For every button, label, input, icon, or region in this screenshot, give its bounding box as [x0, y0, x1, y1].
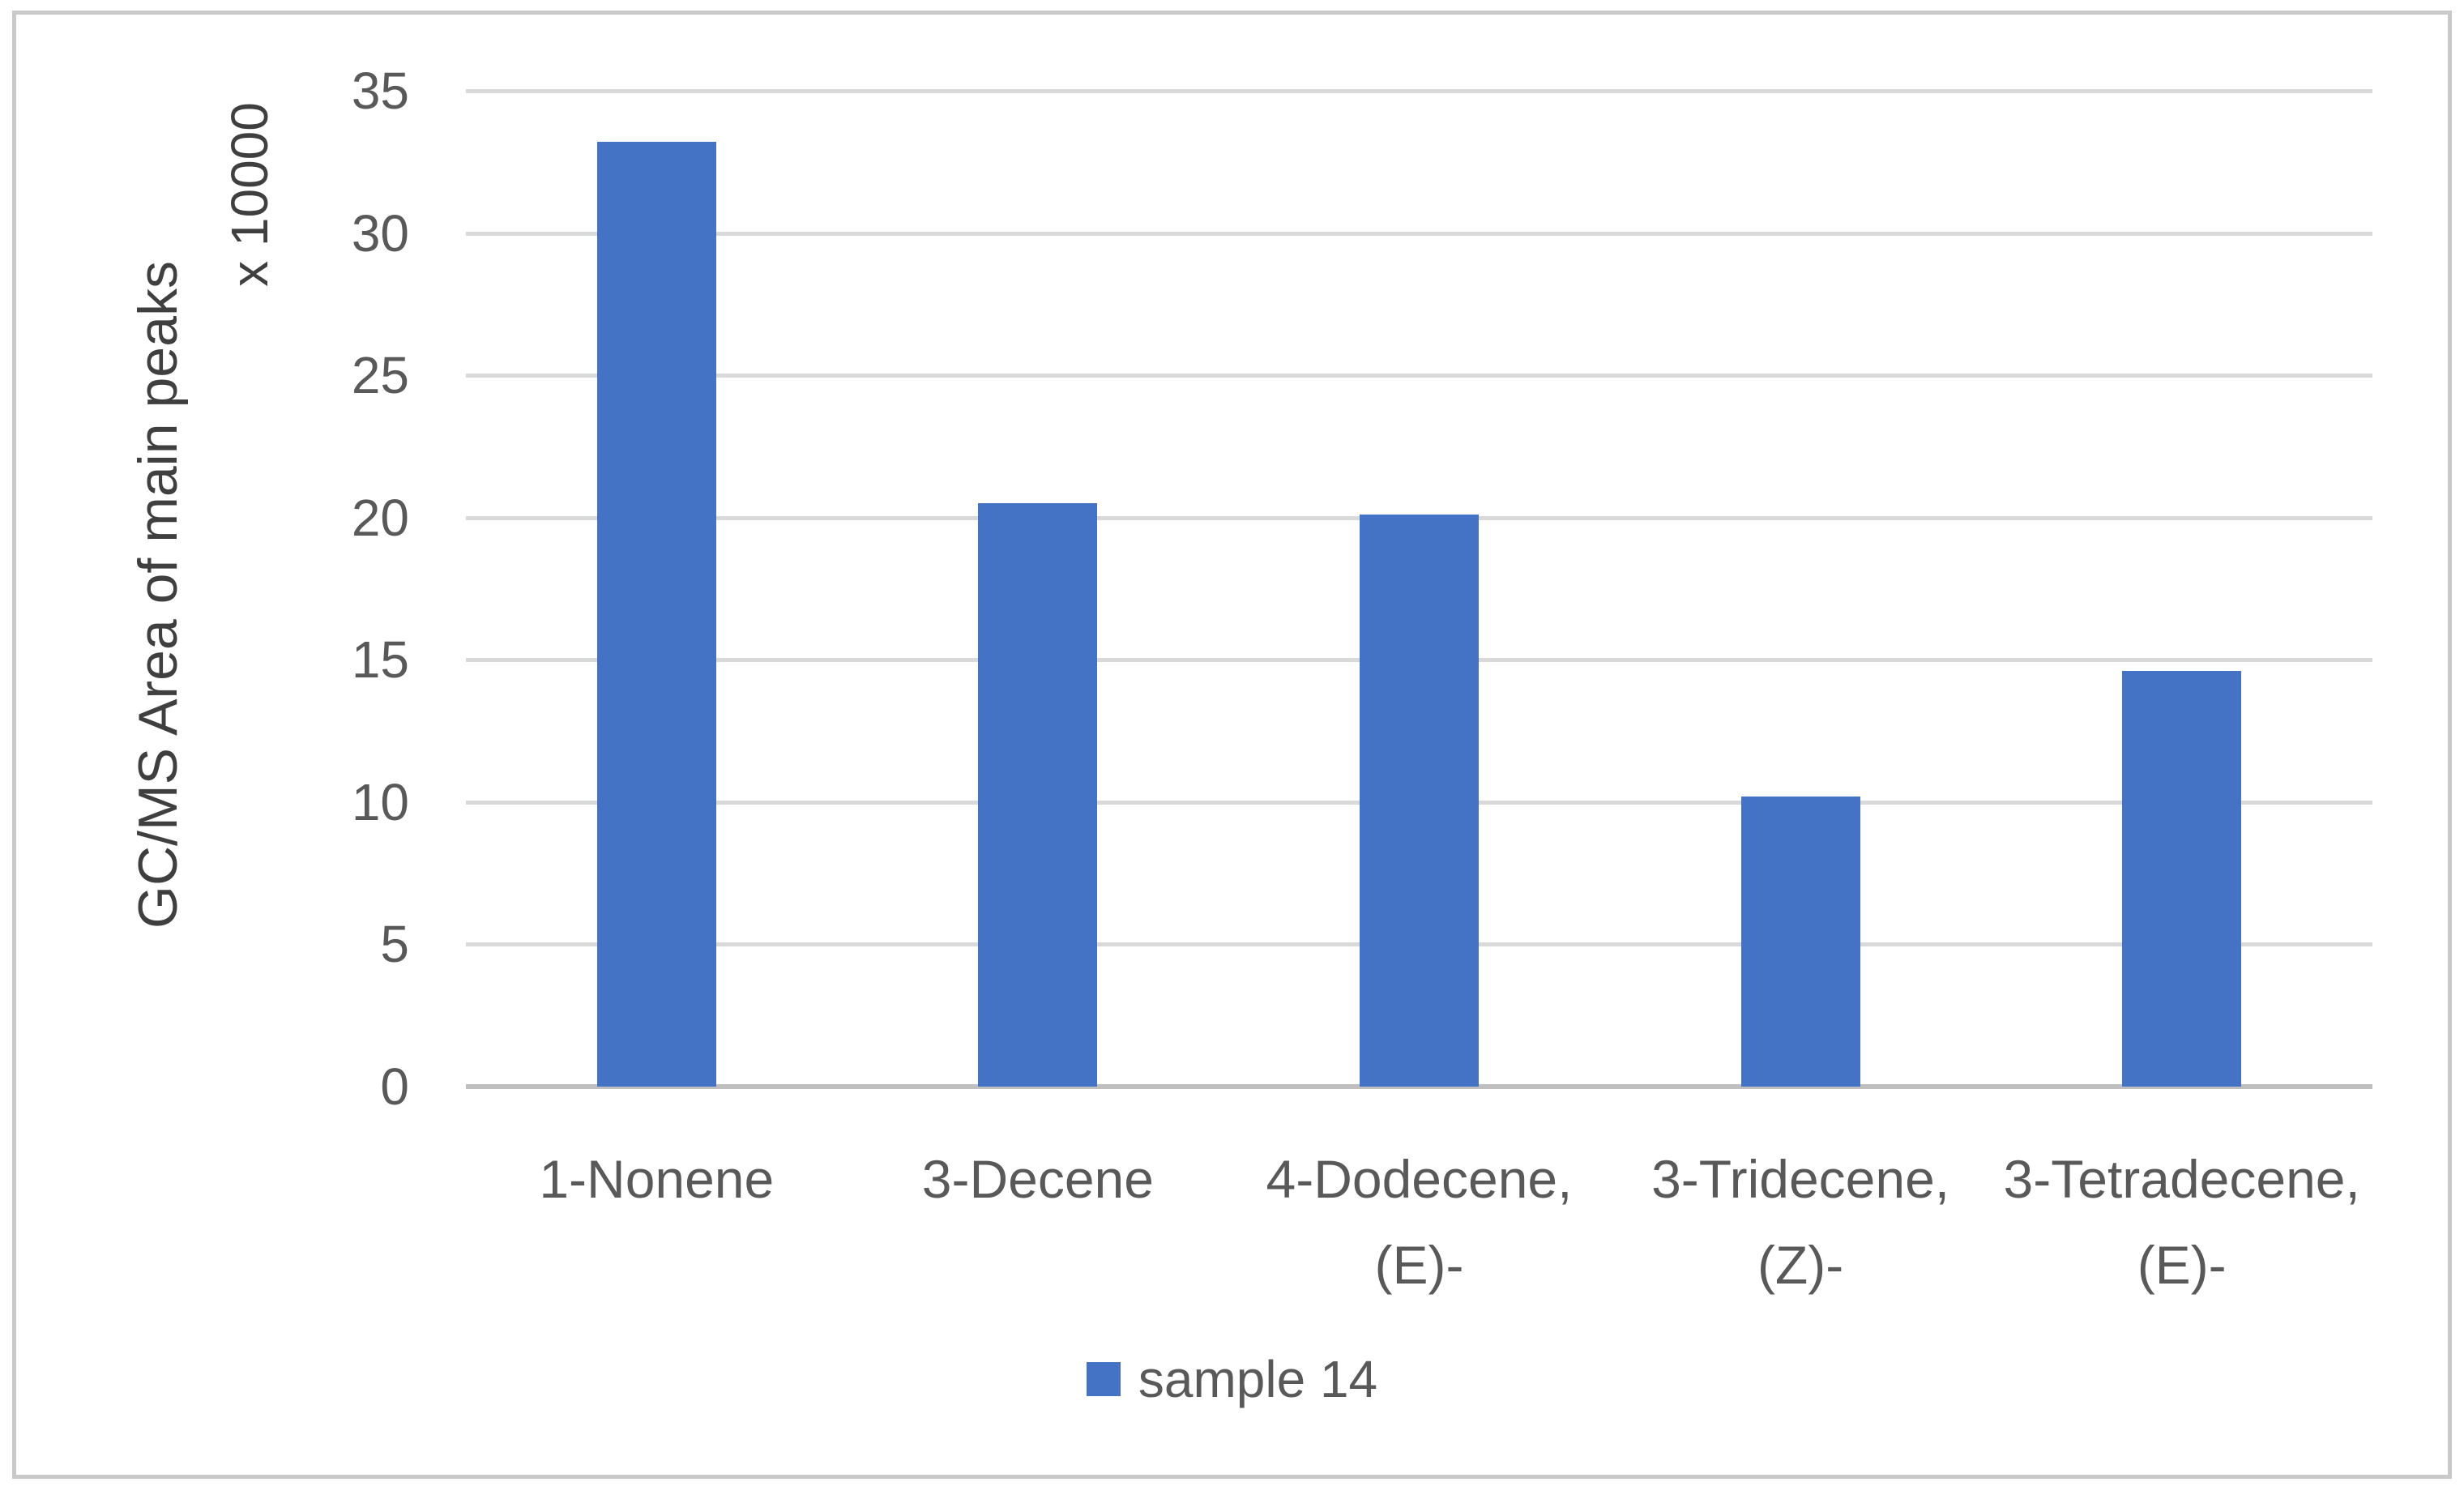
y-axis-title: GC/MS Area of main peaks [127, 261, 189, 929]
category-label-line: 4-Dodecene, [1266, 1149, 1573, 1209]
category-label-2: 3-Decene [848, 1136, 1228, 1222]
y-tick-label-20: 20 [351, 488, 409, 547]
legend: sample 14 [0, 1347, 2464, 1412]
y-tick-label-35: 35 [351, 62, 409, 120]
y-tick-label-10: 10 [351, 772, 409, 831]
y-tick-label-15: 15 [351, 630, 409, 690]
category-label-3: 4-Dodecene, (E)- [1229, 1136, 1610, 1308]
gridline-35 [466, 89, 2372, 93]
y-tick-label-25: 25 [351, 346, 409, 405]
bar-4-3-tridecene-z [1740, 796, 1860, 1087]
gridline-25 [466, 374, 2372, 378]
legend-color-swatch-icon [1086, 1362, 1121, 1396]
category-label-line: (Z)- [1757, 1235, 1844, 1295]
category-label-line: (E)- [1374, 1235, 1464, 1295]
category-label-line: 3-Tridecene, [1651, 1149, 1950, 1209]
category-label-line: 3-Tetradecene, [2003, 1149, 2360, 1209]
chart-border [12, 11, 2452, 1479]
y-tick-label-30: 30 [351, 203, 409, 263]
legend-entry-label: sample 14 [1138, 1350, 1378, 1408]
bar-2-3-decene [978, 503, 1098, 1087]
x-axis-line [466, 1084, 2372, 1089]
category-label-line: 1-Nonene [539, 1149, 775, 1209]
gridline-30 [466, 231, 2372, 236]
bar-3-4-dodecene-e [1360, 515, 1479, 1087]
category-label-4: 3-Tridecene, (Z)- [1610, 1136, 1991, 1308]
bar-5-3-tetradecene-e [2122, 671, 2242, 1087]
category-label-line: (E)- [2137, 1235, 2227, 1295]
plot-area [466, 89, 2372, 1089]
category-label-5: 3-Tetradecene, (E)- [1992, 1136, 2372, 1308]
bar-1-1-nonene [596, 142, 716, 1087]
y-tick-label-5: 5 [380, 915, 409, 974]
category-label-line: 3-Decene [921, 1149, 1154, 1209]
y-tick-label-0: 0 [380, 1057, 409, 1116]
category-label-1: 1-Nonene [466, 1136, 847, 1222]
